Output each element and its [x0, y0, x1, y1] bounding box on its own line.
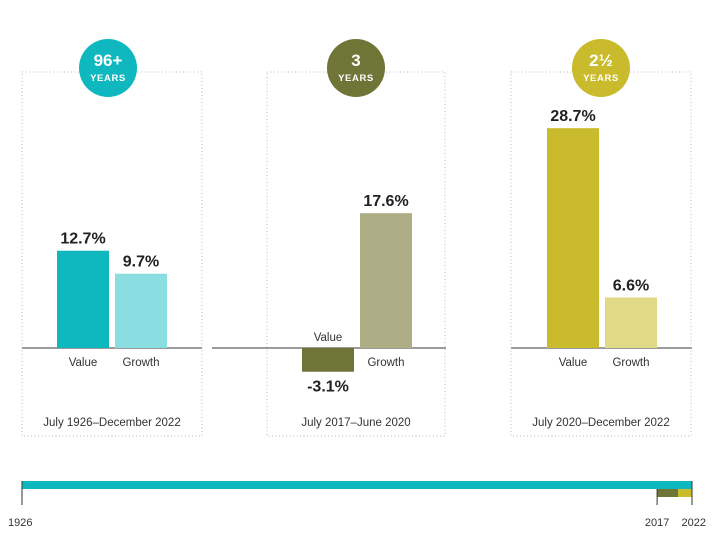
- value-label-growth-1: 9.7%: [123, 254, 159, 271]
- value-label-growth-3: 6.6%: [613, 277, 649, 294]
- timeline-label-2017: 2017: [645, 517, 669, 529]
- timeline-label-1926: 1926: [8, 517, 32, 529]
- category-label-value-1: Value: [69, 357, 98, 369]
- timeline-label-2022: 2022: [682, 517, 706, 529]
- bar-value-2: [302, 348, 354, 372]
- panel-frame-2: [266, 71, 446, 437]
- category-label-value-3: Value: [559, 357, 588, 369]
- timeline-bar-full: [22, 481, 692, 489]
- panel-frame-1: [21, 71, 203, 437]
- badge-unit-1: YEARS: [90, 73, 126, 84]
- badge-value-2: 3: [351, 51, 360, 70]
- period-label-1: July 1926–December 2022: [43, 417, 180, 429]
- bar-value-1: [57, 250, 109, 348]
- bar-growth-3: [605, 297, 657, 348]
- category-label-growth-3: Growth: [612, 357, 649, 369]
- badge-unit-3: YEARS: [583, 73, 619, 84]
- period-label-3: July 2020–December 2022: [532, 417, 669, 429]
- value-label-value-3: 28.7%: [550, 108, 595, 125]
- category-label-growth-1: Growth: [122, 357, 159, 369]
- badge-unit-2: YEARS: [338, 73, 374, 84]
- badge-circle-2: [327, 39, 385, 97]
- bar-value-3: [547, 128, 599, 348]
- bar-growth-1: [115, 273, 167, 348]
- value-label-value-1: 12.7%: [60, 231, 105, 248]
- timeline-segment-2: [657, 489, 679, 497]
- period-label-2: July 2017–June 2020: [301, 417, 410, 429]
- badge-circle-3: [572, 39, 630, 97]
- badge-circle-1: [79, 39, 137, 97]
- timeline-segment-3: [678, 489, 692, 497]
- panel-frame-3: [510, 71, 692, 437]
- badge-value-1: 96+: [94, 51, 123, 70]
- bar-growth-2: [360, 213, 412, 348]
- badge-value-3: 2½: [589, 51, 613, 70]
- value-label-value-2: -3.1%: [307, 379, 349, 396]
- value-label-growth-2: 17.6%: [363, 193, 408, 210]
- category-label-value-2: Value: [314, 332, 343, 344]
- category-label-growth-2: Growth: [367, 357, 404, 369]
